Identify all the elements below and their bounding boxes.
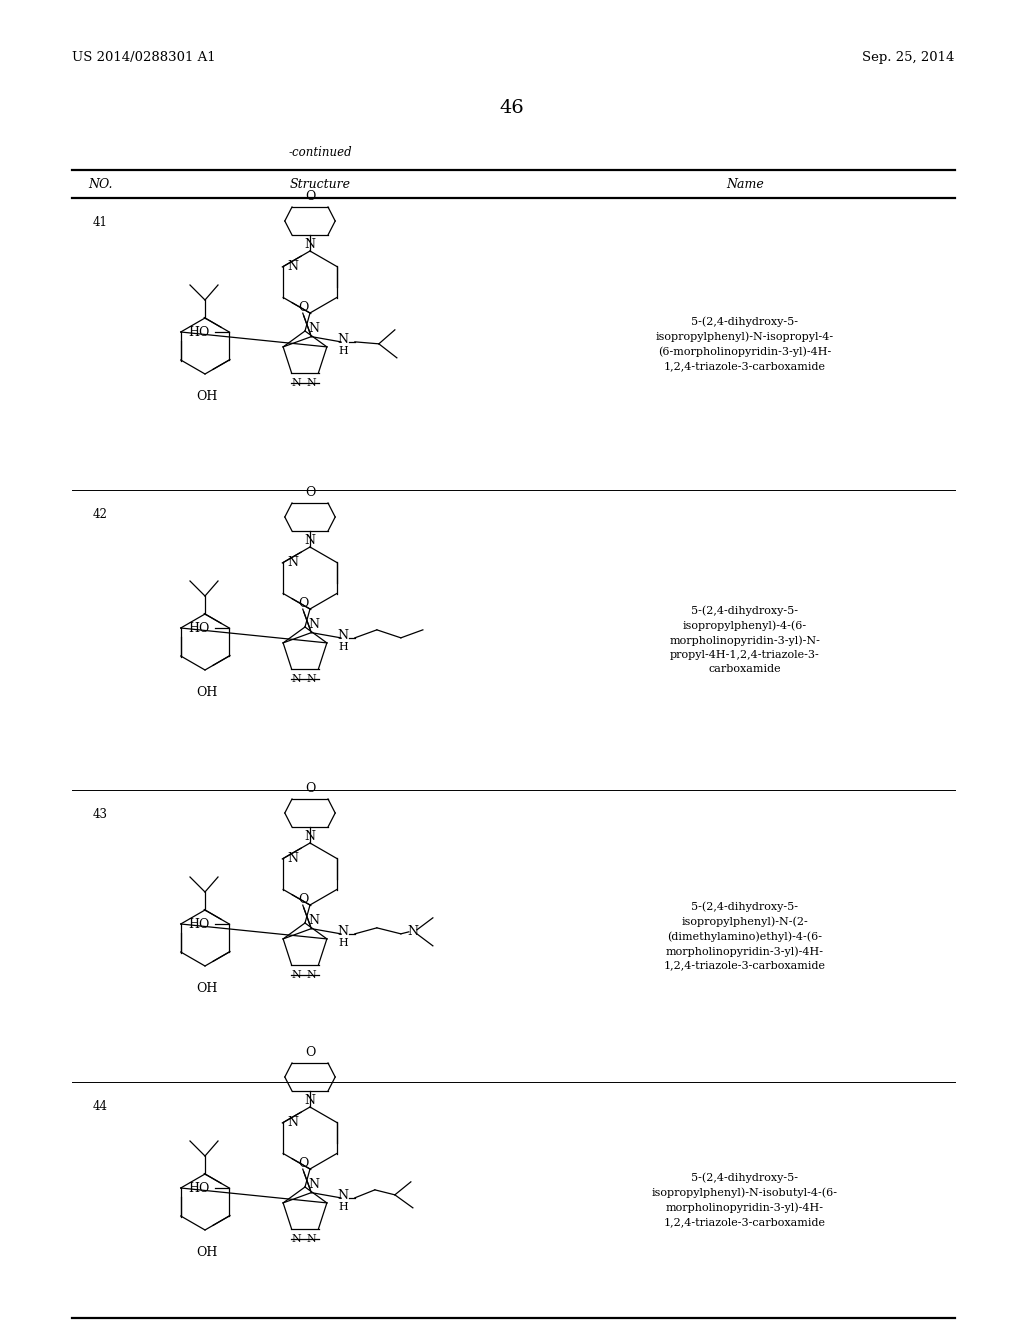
- Text: N: N: [306, 970, 316, 979]
- Text: O: O: [299, 301, 309, 314]
- Text: 46: 46: [500, 99, 524, 117]
- Text: N: N: [292, 970, 301, 979]
- Text: N: N: [308, 1179, 319, 1192]
- Text: OH: OH: [197, 389, 218, 403]
- Text: N: N: [306, 1234, 316, 1243]
- Text: NO.: NO.: [88, 177, 113, 190]
- Text: H: H: [338, 937, 348, 948]
- Text: H: H: [338, 1201, 348, 1212]
- Text: H: H: [338, 642, 348, 652]
- Text: N: N: [304, 238, 315, 251]
- Text: N: N: [288, 556, 299, 569]
- Text: N: N: [308, 915, 319, 928]
- Text: Name: Name: [726, 177, 764, 190]
- Text: N: N: [304, 829, 315, 842]
- Text: O: O: [299, 598, 309, 610]
- Text: O: O: [305, 190, 315, 203]
- Text: 42: 42: [92, 508, 108, 521]
- Text: N: N: [337, 334, 348, 346]
- Text: O: O: [305, 1047, 315, 1060]
- Text: O: O: [305, 487, 315, 499]
- Text: N: N: [306, 673, 316, 684]
- Text: N: N: [337, 1189, 348, 1203]
- Text: N: N: [288, 260, 299, 273]
- Text: HO: HO: [188, 1181, 210, 1195]
- Text: 43: 43: [92, 808, 108, 821]
- Text: N: N: [337, 925, 348, 939]
- Text: HO: HO: [188, 622, 210, 635]
- Text: HO: HO: [188, 917, 210, 931]
- Text: 5-(2,4-dihydroxy-5-
isopropylphenyl)-4-(6-
morpholinopyridin-3-yl)-N-
propyl-4H-: 5-(2,4-dihydroxy-5- isopropylphenyl)-4-(…: [670, 606, 820, 675]
- Text: N: N: [292, 378, 301, 388]
- Text: Structure: Structure: [290, 177, 350, 190]
- Text: N: N: [308, 619, 319, 631]
- Text: 44: 44: [92, 1101, 108, 1114]
- Text: N: N: [288, 851, 299, 865]
- Text: O: O: [299, 894, 309, 907]
- Text: N: N: [304, 1093, 315, 1106]
- Text: 5-(2,4-dihydroxy-5-
isopropylphenyl)-N-isopropyl-4-
(6-morpholinopyridin-3-yl)-4: 5-(2,4-dihydroxy-5- isopropylphenyl)-N-i…: [656, 317, 835, 371]
- Text: N: N: [337, 630, 348, 643]
- Text: 5-(2,4-dihydroxy-5-
isopropylphenyl)-N-isobutyl-4-(6-
morpholinopyridin-3-yl)-4H: 5-(2,4-dihydroxy-5- isopropylphenyl)-N-i…: [652, 1173, 838, 1228]
- Text: H: H: [338, 346, 348, 356]
- Text: 41: 41: [92, 216, 108, 230]
- Text: OH: OH: [197, 1246, 218, 1259]
- Text: N: N: [408, 925, 419, 939]
- Text: O: O: [305, 783, 315, 796]
- Text: N: N: [306, 378, 316, 388]
- Text: Sep. 25, 2014: Sep. 25, 2014: [862, 51, 954, 65]
- Text: N: N: [288, 1115, 299, 1129]
- Text: OH: OH: [197, 982, 218, 995]
- Text: US 2014/0288301 A1: US 2014/0288301 A1: [72, 51, 216, 65]
- Text: O: O: [299, 1158, 309, 1171]
- Text: HO: HO: [188, 326, 210, 338]
- Text: N: N: [292, 1234, 301, 1243]
- Text: N: N: [292, 673, 301, 684]
- Text: -continued: -continued: [288, 145, 352, 158]
- Text: N: N: [304, 533, 315, 546]
- Text: 5-(2,4-dihydroxy-5-
isopropylphenyl)-N-(2-
(dimethylamino)ethyl)-4-(6-
morpholin: 5-(2,4-dihydroxy-5- isopropylphenyl)-N-(…: [664, 902, 826, 970]
- Text: N: N: [308, 322, 319, 335]
- Text: OH: OH: [197, 686, 218, 700]
